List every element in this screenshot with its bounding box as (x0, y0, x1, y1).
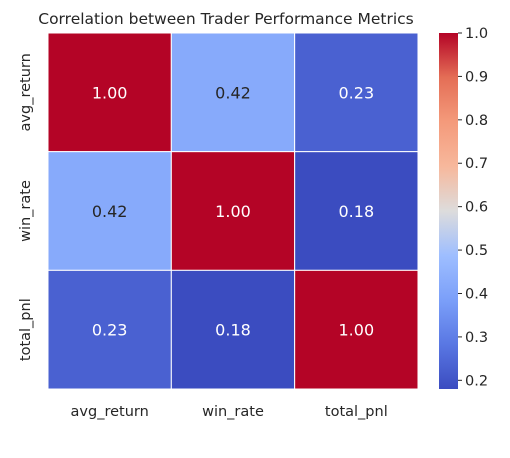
colorbar-ticks: 0.2 0.3 0.4 0.5 0.6 0.7 0.8 0.9 1.0 (458, 26, 488, 389)
colorbar-tick-label: 0.5 (465, 243, 488, 259)
cell-value-label: 1.00 (339, 321, 375, 340)
heatmap-cell (294, 32, 419, 153)
heatmap-cells: 1.00 0.42 0.23 0.42 1.00 0.18 0.23 0.18 1.00 (47, 32, 419, 390)
x-tick-label: total_pnl (325, 404, 388, 420)
heatmap-cell (47, 269, 172, 390)
colorbar-tick-label: 0.8 (465, 113, 488, 129)
x-axis-tick-labels: avg_return win_rate total_pnl (71, 404, 388, 420)
colorbar-tick-label: 0.3 (465, 330, 488, 346)
colorbar-tick-label: 0.2 (465, 373, 488, 389)
colorbar-tick-label: 0.9 (465, 69, 488, 85)
cell-value-label: 0.23 (92, 321, 128, 340)
cell-value-label: 0.42 (92, 202, 128, 221)
y-tick-label: win_rate (18, 180, 34, 242)
cell-value-label: 0.23 (339, 83, 375, 102)
heatmap-cell (170, 32, 296, 153)
heatmap-cell (47, 32, 172, 153)
cell-value-label: 1.00 (92, 83, 128, 102)
colorbar-tick-label: 1.0 (465, 26, 488, 42)
heatmap-cell (294, 269, 419, 390)
colorbar-tick-label: 0.4 (465, 286, 488, 302)
y-tick-label: total_pnl (18, 298, 34, 361)
heatmap-cell (47, 151, 172, 271)
x-tick-label: avg_return (71, 404, 149, 420)
cell-value-label: 0.18 (339, 202, 375, 221)
colorbar (439, 33, 458, 389)
heatmap-cell (294, 151, 419, 271)
cell-value-label: 0.18 (215, 321, 251, 340)
cell-value-label: 1.00 (215, 202, 251, 221)
y-axis-tick-labels: avg_return win_rate total_pnl (18, 53, 34, 361)
x-tick-label: win_rate (202, 404, 264, 420)
chart-title: Correlation between Trader Performance M… (38, 10, 414, 28)
cell-value-label: 0.42 (215, 83, 251, 102)
colorbar-tick-label: 0.7 (465, 156, 488, 172)
heatmap-cell (170, 151, 296, 271)
y-tick-label: avg_return (18, 53, 34, 131)
heatmap-cell (170, 269, 296, 390)
colorbar-tick-label: 0.6 (465, 200, 488, 216)
